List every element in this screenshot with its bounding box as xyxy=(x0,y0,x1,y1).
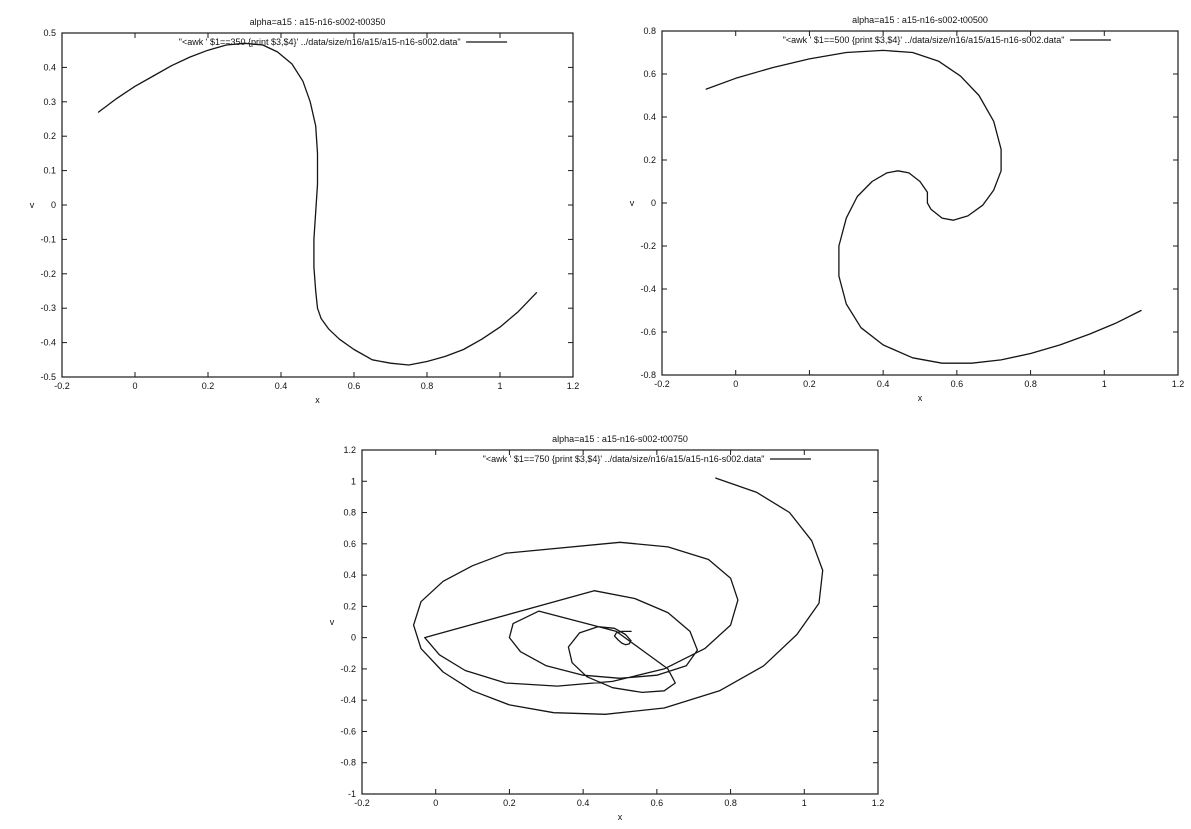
y-tick-label: -0.4 xyxy=(40,338,56,348)
y-tick-label: 0 xyxy=(351,633,356,643)
y-tick-label: 0.2 xyxy=(643,155,656,165)
y-tick-label: 1.2 xyxy=(343,445,356,455)
chart-panel-3: alpha=a15 : a15-n16-s002-t00750 -0.2 0 0.2 0… xyxy=(330,434,885,822)
y-tick-label: -0.6 xyxy=(340,726,356,736)
x-tick-label: 0.6 xyxy=(651,798,664,808)
x-tick-label: 0 xyxy=(132,381,137,391)
chart-title: alpha=a15 : a15-n16-s002-t00500 xyxy=(852,15,988,25)
x-tick-label: 0.8 xyxy=(724,798,737,808)
y-tick-label: -0.6 xyxy=(640,327,656,337)
x-tick-label: 1.2 xyxy=(872,798,885,808)
y-tick-label: -0.2 xyxy=(340,664,356,674)
x-axis-label: x xyxy=(918,393,923,403)
x-tick-label: 0.2 xyxy=(503,798,516,808)
x-tick-label: 0.2 xyxy=(803,379,816,389)
y-axis-label: v xyxy=(330,617,335,627)
y-tick-label: 0.8 xyxy=(343,508,356,518)
y-tick-label: 0.2 xyxy=(343,601,356,611)
y-tick-label: -1 xyxy=(348,789,356,799)
x-tick-label: 0.2 xyxy=(202,381,215,391)
x-tick-label: 1 xyxy=(1102,379,1107,389)
series-line xyxy=(705,49,1142,364)
y-tick-label: 0.4 xyxy=(343,570,356,580)
y-tick-label: 0.2 xyxy=(43,131,56,141)
x-tick-label: 1.2 xyxy=(1172,379,1185,389)
y-tick-label: -0.4 xyxy=(640,284,656,294)
x-tick-label: 0.4 xyxy=(877,379,890,389)
chart-title: alpha=a15 : a15-n16-s002-t00750 xyxy=(552,434,688,444)
y-tick-label: 1 xyxy=(351,476,356,486)
y-tick-label: 0.4 xyxy=(643,112,656,122)
y-tick-label: 0 xyxy=(51,200,56,210)
x-axis-label: x xyxy=(618,812,623,822)
y-tick-label: -0.8 xyxy=(640,370,656,380)
y-tick-label: 0 xyxy=(651,198,656,208)
x-tick-label: 0.6 xyxy=(348,381,361,391)
legend-label: "<awk ' $1==350 {print $3,$4}' ../data/s… xyxy=(179,37,461,47)
y-tick-label: 0.6 xyxy=(343,539,356,549)
y-tick-label: 0.4 xyxy=(43,62,56,72)
x-tick-label: 0.4 xyxy=(577,798,590,808)
y-tick-label: -0.8 xyxy=(340,758,356,768)
y-tick-label: -0.2 xyxy=(40,269,56,279)
y-tick-label: 0.5 xyxy=(43,28,56,38)
chart-panel-1: alpha=a15 : a15-n16-s002-t00350 -0.2 0 0.2 0… xyxy=(30,17,580,405)
x-tick-label: -0.2 xyxy=(354,798,370,808)
y-tick-label: -0.1 xyxy=(40,234,56,244)
series-line xyxy=(97,42,538,366)
y-tick-label: -0.2 xyxy=(640,241,656,251)
x-tick-label: 1.2 xyxy=(567,381,580,391)
x-tick-label: 0.6 xyxy=(951,379,964,389)
chart-title: alpha=a15 : a15-n16-s002-t00350 xyxy=(250,17,386,27)
x-axis-label: x xyxy=(315,395,320,405)
series-line xyxy=(412,477,824,715)
x-tick-label: 0.8 xyxy=(421,381,434,391)
y-axis-label: v xyxy=(30,200,35,210)
y-tick-label: -0.5 xyxy=(40,372,56,382)
y-tick-label: 0.6 xyxy=(643,69,656,79)
y-tick-label: -0.4 xyxy=(340,695,356,705)
plot-frame xyxy=(361,449,879,795)
x-tick-label: 0.8 xyxy=(1024,379,1037,389)
x-tick-label: 0 xyxy=(733,379,738,389)
chart-panel-2: alpha=a15 : a15-n16-s002-t00500 -0.2 0 0.2 0… xyxy=(630,15,1185,403)
x-tick-label: 1 xyxy=(802,798,807,808)
x-tick-label: 0.4 xyxy=(275,381,288,391)
y-tick-label: 0.1 xyxy=(43,166,56,176)
x-tick-label: 1 xyxy=(497,381,502,391)
y-tick-label: -0.3 xyxy=(40,303,56,313)
y-axis-label: v xyxy=(630,198,635,208)
x-tick-label: -0.2 xyxy=(654,379,670,389)
legend-label: "<awk ' $1==750 {print $3,$4}' ../data/s… xyxy=(483,454,765,464)
legend-label: "<awk ' $1==500 {print $3,$4}' ../data/s… xyxy=(783,35,1065,45)
y-tick-label: 0.8 xyxy=(643,26,656,36)
x-tick-label: 0 xyxy=(433,798,438,808)
plot-frame xyxy=(661,30,1179,376)
x-tick-label: -0.2 xyxy=(54,381,70,391)
y-tick-label: 0.3 xyxy=(43,97,56,107)
